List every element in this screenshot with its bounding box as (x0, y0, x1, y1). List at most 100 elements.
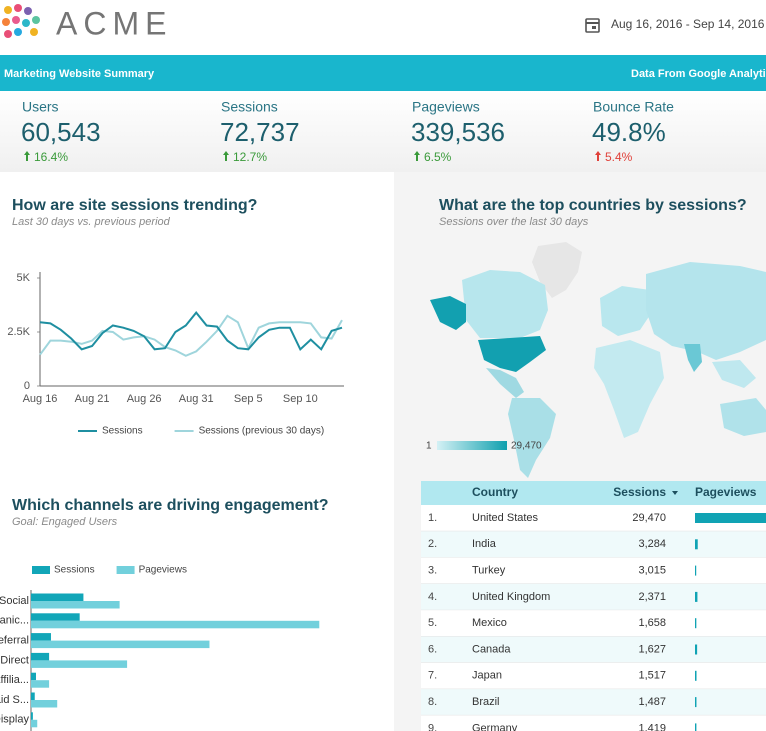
country-name: Germany (472, 722, 518, 731)
pageview-bar (695, 513, 766, 523)
table-row (421, 531, 766, 558)
y-tick-label: Display (0, 714, 29, 726)
map-legend-max: 29,470 (511, 441, 542, 452)
legend-swatch (116, 566, 135, 574)
sessions-value: 29,470 (632, 512, 666, 524)
pageview-bar (695, 723, 697, 731)
bar (31, 700, 58, 708)
row-index: 7. (428, 670, 437, 682)
bar (31, 712, 33, 720)
trend-arrow (414, 151, 420, 161)
sessions-value: 1,487 (638, 696, 666, 708)
pageview-bar (695, 697, 697, 708)
trend-arrow (24, 151, 30, 161)
sessions-value: 1,627 (638, 643, 666, 655)
y-tick-label: Referral (0, 635, 29, 647)
scorecard-label: Users (22, 99, 59, 115)
scorecard-label: Bounce Rate (593, 99, 674, 115)
table-row (421, 689, 766, 716)
scorecard-label: Sessions (221, 99, 278, 115)
row-index: 9. (428, 722, 437, 731)
table-row (421, 715, 766, 731)
scorecard-value: 339,536 (411, 117, 505, 147)
x-tick-label: Aug 31 (179, 393, 214, 405)
scorecard-change: 5.4% (605, 150, 633, 164)
scorecard-value: 60,543 (21, 117, 101, 147)
sessions-value: 3,015 (638, 565, 666, 577)
bar (31, 601, 120, 609)
chart-title: How are site sessions trending? (12, 197, 257, 214)
y-tick-label: Social (0, 595, 29, 607)
country-name: Brazil (472, 696, 500, 708)
country-name: United States (472, 512, 539, 524)
x-tick-label: Sep 10 (283, 393, 318, 405)
sessions-value: 1,517 (638, 670, 666, 682)
world-map (430, 242, 766, 478)
y-tick-label: Direct (0, 654, 29, 666)
bar (31, 719, 38, 728)
chart-subtitle: Goal: Engaged Users (12, 516, 118, 528)
banner (0, 55, 766, 91)
table-row (421, 557, 766, 584)
chart-subtitle: Last 30 days vs. previous period (12, 216, 171, 228)
sessions-value: 3,284 (638, 538, 666, 550)
y-tick-label: Organic... (0, 615, 29, 627)
row-index: 3. (428, 565, 437, 577)
date-range[interactable]: Aug 16, 2016 - Sep 14, 2016 (611, 17, 765, 31)
y-tick-label: 5K (17, 272, 31, 284)
bar (31, 633, 51, 641)
x-tick-label: Aug 16 (23, 393, 58, 405)
pageview-bar (695, 644, 698, 655)
pageview-bar (695, 539, 698, 550)
column-header[interactable]: Sessions (613, 485, 666, 499)
scorecard-band (0, 91, 766, 172)
pageview-bar (695, 618, 697, 629)
bar (31, 652, 50, 661)
scorecard-change: 16.4% (34, 150, 68, 164)
y-tick-label: 0 (24, 380, 30, 392)
trend-arrow (595, 151, 601, 161)
logo (2, 4, 40, 38)
row-index: 1. (428, 512, 437, 524)
pageview-bar (695, 670, 697, 681)
table-header (421, 481, 766, 505)
series-line (39, 311, 343, 351)
scorecard-value: 49.8% (592, 117, 666, 147)
banner-title: Marketing Website Summary (4, 68, 155, 80)
bar (31, 680, 50, 688)
scorecard-change: 6.5% (424, 150, 452, 164)
bar (31, 640, 210, 649)
table-row (421, 636, 766, 663)
country-name: United Kingdom (472, 591, 550, 603)
sessions-value: 1,419 (638, 722, 666, 731)
scorecard-value: 72,737 (220, 117, 300, 147)
logo-text: ACME (56, 5, 172, 41)
series-line (39, 314, 343, 357)
pageview-bar (695, 591, 698, 602)
map-legend-min: 1 (426, 441, 432, 452)
bar (31, 593, 84, 601)
column-header[interactable]: Country (472, 485, 518, 499)
country-name: India (472, 538, 497, 550)
bar (31, 660, 128, 668)
legend-label: Pageviews (139, 565, 187, 576)
row-index: 4. (428, 591, 437, 603)
sessions-value: 2,371 (638, 591, 666, 603)
map-legend-scale (437, 441, 507, 450)
legend-swatch (32, 566, 50, 574)
scorecard-change: 12.7% (233, 150, 267, 164)
trend-arrow (223, 151, 229, 161)
map-subtitle: Sessions over the last 30 days (439, 216, 589, 228)
table-row (421, 583, 766, 611)
country-name: Turkey (472, 565, 506, 577)
scorecard-label: Pageviews (412, 99, 480, 115)
column-header[interactable]: Pageviews (695, 485, 757, 499)
y-tick-label: 2.5K (7, 326, 30, 338)
country-name: Japan (472, 670, 502, 682)
row-index: 6. (428, 643, 437, 655)
y-tick-label: Affilia... (0, 674, 29, 686)
chart-title: Which channels are driving engagement? (12, 497, 329, 514)
map-title: What are the top countries by sessions? (439, 197, 747, 214)
x-tick-label: Sep 5 (234, 393, 263, 405)
